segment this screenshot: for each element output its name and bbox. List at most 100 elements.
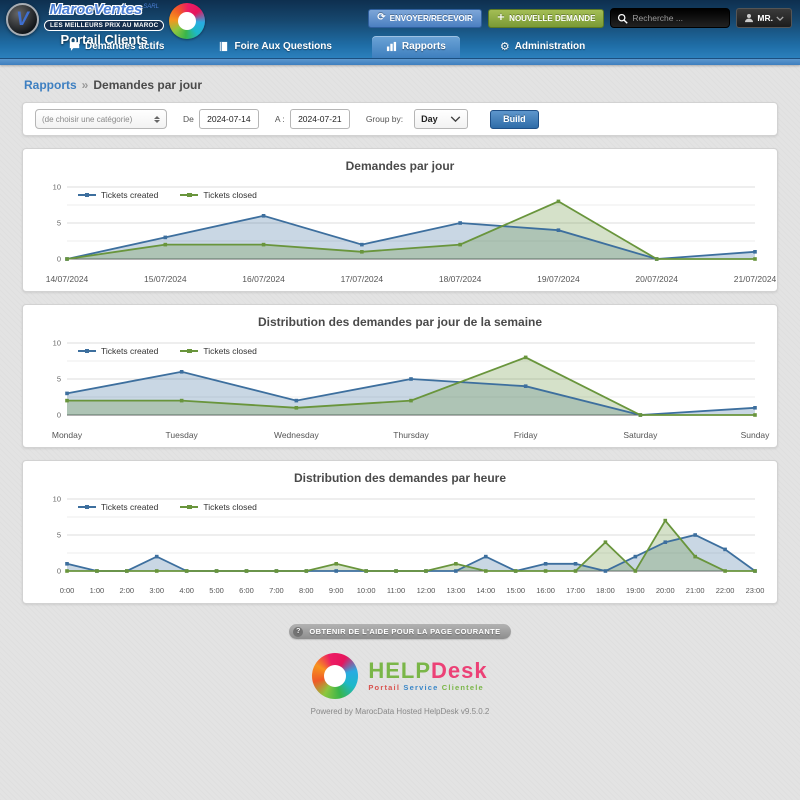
app-header: V MarocVentesSARL LES MEILLEURS PRIX AU … [0, 0, 800, 58]
helpdesk-logo: HELPDesk Portail Service Clientele [22, 653, 778, 699]
to-date-input[interactable] [289, 109, 350, 129]
x-axis-label: 15/07/2024 [144, 274, 187, 284]
x-axis-label: 9:00 [328, 586, 344, 595]
category-select[interactable]: (de choisir une catégorie) [35, 109, 167, 129]
tickets-created-swatch-icon [78, 192, 96, 198]
helpdesk-wordmark: HELPDesk [368, 658, 488, 683]
chart-legend: Tickets created Tickets closed [78, 502, 257, 512]
search-input[interactable] [632, 13, 724, 23]
x-axis-label: 16/07/2024 [242, 274, 285, 284]
tab-label: Demandes actifs [85, 41, 165, 52]
new-request-button[interactable]: + NOUVELLE DEMANDE [487, 8, 605, 28]
book-icon [220, 41, 228, 52]
chart-card-par-jour-semaine: Distribution des demandes par jour de la… [22, 304, 778, 448]
nav-accent-bar [0, 58, 800, 65]
main-nav: Demandes actifs Foire Aux Questions Rapp… [55, 36, 599, 58]
brand-tagline: LES MEILLEURS PRIX AU MAROC [44, 20, 165, 31]
x-axis-label: 2:00 [119, 586, 135, 595]
x-axis-label: 13:00 [446, 586, 466, 595]
x-axis-label: 22:00 [715, 586, 735, 595]
select-spinner-icon [154, 115, 160, 123]
area-chart: 0 5 10 [53, 495, 757, 576]
breadcrumb-separator: » [81, 78, 89, 92]
build-button[interactable]: Build [490, 109, 539, 129]
x-axis-label: Monday [51, 430, 83, 440]
svg-text:10: 10 [53, 495, 61, 504]
bar-chart-icon [386, 41, 396, 52]
tab-rapports[interactable]: Rapports [371, 36, 460, 58]
x-axis-label: 7:00 [269, 586, 284, 595]
filter-bar: (de choisir une catégorie) De A : Group … [22, 102, 778, 136]
tab-faq[interactable]: Foire Aux Questions [204, 36, 345, 58]
x-axis-label: 21:00 [685, 586, 705, 595]
svg-text:10: 10 [53, 339, 61, 348]
legend-label: Tickets closed [203, 502, 257, 512]
legend-item-created: Tickets created [78, 346, 158, 356]
x-axis-label: 16:00 [536, 586, 555, 595]
x-axis-label: 3:00 [149, 586, 165, 595]
x-axis-label: 21/07/2024 [733, 274, 777, 284]
from-date-input[interactable] [198, 109, 259, 129]
legend-item-closed: Tickets closed [180, 346, 257, 356]
send-receive-button[interactable]: ⟳ ENVOYER/RECEVOIR [368, 8, 482, 28]
user-menu-button[interactable]: MR. [736, 8, 792, 28]
user-icon [745, 14, 754, 23]
x-axis-label: 19/07/2024 [537, 274, 580, 284]
help-row: ? OBTENIR DE L'AIDE POUR LA PAGE COURANT… [22, 620, 778, 639]
refresh-icon: ⟳ [377, 12, 386, 23]
x-axis-label: 10:00 [356, 586, 376, 595]
portal-title: Portail Clients [60, 32, 148, 47]
chart-area: 0 5 10 Tickets created Tickets closed 0:00… [42, 489, 765, 598]
group-by-label: Group by: [365, 114, 404, 124]
x-axis-label: 17:00 [566, 586, 585, 595]
brand-logo[interactable]: V MarocVentesSARL LES MEILLEURS PRIX AU … [6, 1, 206, 47]
chart-area: 0 5 10 Tickets created Tickets closed 14/0… [42, 177, 777, 286]
legend-label: Tickets created [101, 502, 159, 512]
category-select-value: (de choisir une catégorie) [42, 114, 133, 124]
tickets-created-swatch-icon [78, 348, 96, 354]
svg-text:5: 5 [57, 375, 61, 384]
x-axis-label: 1:00 [89, 586, 105, 595]
svg-text:0: 0 [57, 411, 61, 420]
x-axis: Monday Tuesday Wednesday Thursday Friday Satu… [42, 430, 770, 442]
tab-label: Administration [514, 41, 586, 52]
comment-icon [69, 42, 80, 51]
tab-administration[interactable]: ⚙ Administration [486, 36, 599, 58]
tickets-closed-swatch-icon [180, 192, 199, 198]
helpdesk-logo-icon [312, 653, 359, 699]
area-chart: 0 5 10 [53, 339, 757, 420]
legend-item-closed: Tickets closed [180, 190, 257, 200]
chart-legend: Tickets created Tickets closed [78, 346, 257, 356]
x-axis-label: 0:00 [59, 586, 75, 595]
chart-title: Demandes par jour [345, 159, 455, 173]
group-by-value: Day [421, 114, 438, 124]
helpdesk-subtitle: Portail Service Clientele [368, 683, 484, 692]
help-icon: ? [293, 626, 304, 637]
help-button-label: OBTENIR DE L'AIDE POUR LA PAGE COURANTE [309, 627, 501, 636]
x-axis-label: 4:00 [179, 586, 194, 595]
search-box[interactable] [610, 8, 731, 28]
svg-text:5: 5 [57, 219, 61, 228]
marocventes-badge-icon: V [6, 3, 39, 36]
tab-demandes-actifs[interactable]: Demandes actifs [55, 36, 178, 58]
header-actions: ⟳ ENVOYER/RECEVOIR + NOUVELLE DEMANDE MR… [368, 8, 792, 28]
plus-icon: + [496, 12, 506, 23]
main-content: Rapports » Demandes par jour (de choisir u… [0, 78, 800, 716]
x-axis-label: 15:00 [506, 586, 526, 595]
x-axis: 14/07/2024 15/07/2024 16/07/2024 17/07/2024… [42, 274, 777, 286]
tickets-closed-swatch-icon [180, 348, 199, 354]
x-axis-label: 11:00 [386, 586, 406, 595]
breadcrumb-rapports-link[interactable]: Rapports [24, 78, 77, 92]
x-axis-label: Wednesday [273, 430, 319, 440]
brand-text: MarocVentesSARL LES MEILLEURS PRIX AU MA… [44, 1, 165, 47]
search-icon [618, 13, 629, 24]
page-help-button[interactable]: ? OBTENIR DE L'AIDE POUR LA PAGE COURANT… [289, 624, 511, 639]
group-by-select[interactable]: Day [414, 109, 469, 129]
x-axis-label: 18/07/2024 [438, 274, 482, 284]
x-axis-label: Saturday [623, 430, 658, 440]
x-axis-label: Sunday [740, 430, 770, 440]
x-axis-label: 8:00 [298, 586, 314, 595]
powered-by-text: Powered by MarocData Hosted HelpDesk v9.… [310, 707, 490, 716]
area-chart: 0 5 10 [53, 183, 757, 264]
tickets-closed-swatch-icon [180, 504, 199, 510]
